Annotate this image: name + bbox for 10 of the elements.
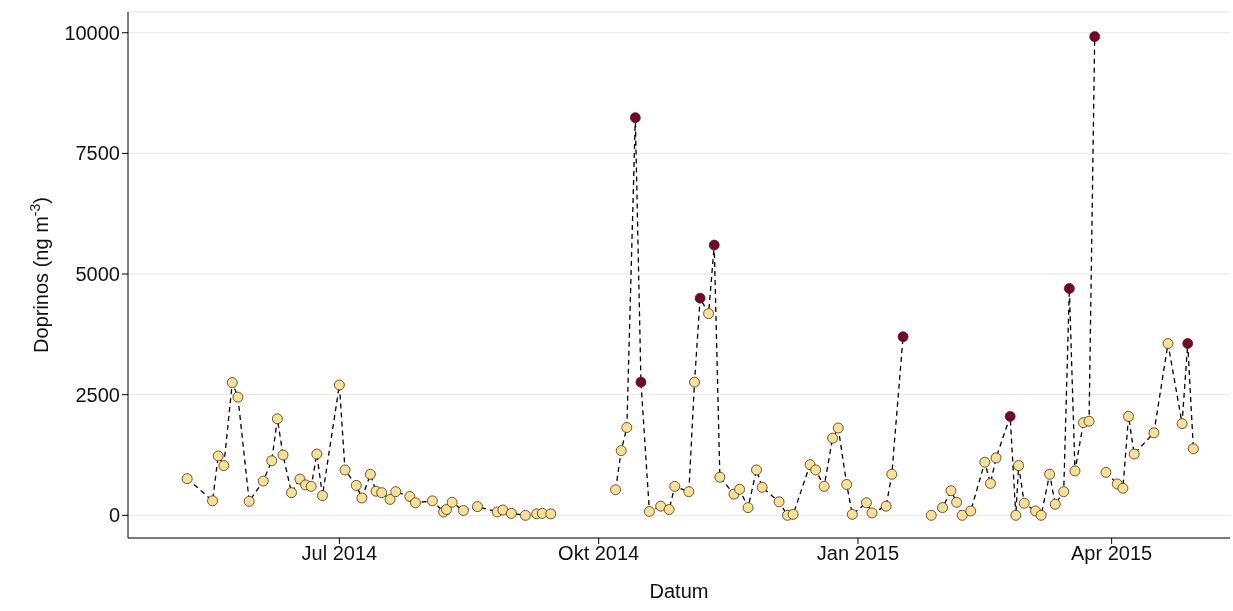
x-tick-label: Jan 2015 bbox=[816, 542, 900, 565]
x-tick-label: Okt 2014 bbox=[558, 542, 640, 565]
y-tick-label: 7500 bbox=[75, 142, 120, 165]
x-axis-title: Datum bbox=[649, 580, 709, 602]
y-tick-label: 5000 bbox=[75, 263, 120, 286]
y-tick-label: 2500 bbox=[75, 383, 120, 406]
x-tick-label: Apr 2015 bbox=[1071, 542, 1153, 565]
x-tick-label: Jul 2014 bbox=[301, 542, 378, 565]
y-tick-label: 0 bbox=[108, 504, 120, 527]
y-tick-label: 10000 bbox=[64, 21, 120, 44]
